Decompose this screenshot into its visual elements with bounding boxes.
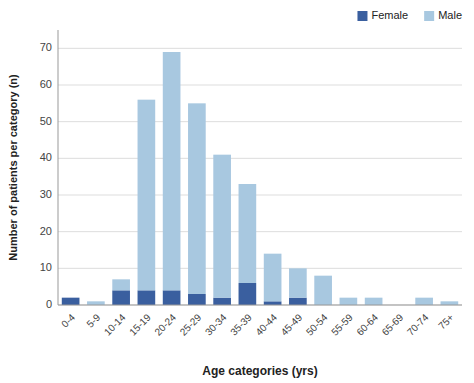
x-tick-label: 45-49	[279, 311, 305, 337]
bar-segment	[289, 268, 307, 297]
bar-segment	[163, 290, 181, 305]
y-tick-label: 10	[40, 261, 52, 273]
grid-line	[58, 158, 462, 159]
bar-segment	[441, 301, 459, 305]
chart-svg: 0 10 20 30 40 50 60 70 0-4 5-910-1415-1920-2425-2…	[0, 0, 474, 383]
grid-line	[58, 85, 462, 86]
x-tick-label: 0-4	[59, 311, 77, 329]
bar-segment	[239, 184, 257, 283]
bar-segment	[62, 297, 80, 298]
x-tick-label: 55-59	[329, 311, 355, 337]
bar-segment	[239, 283, 257, 305]
bar-segment	[138, 290, 156, 305]
grid	[58, 48, 462, 305]
legend: Female Male	[357, 9, 462, 21]
x-tick-label: 50-54	[304, 311, 330, 337]
x-axis-line	[58, 305, 462, 306]
bar-segment	[314, 276, 332, 305]
legend-swatch	[424, 11, 434, 21]
y-tick-label: 40	[40, 151, 52, 163]
grid-line	[58, 305, 462, 306]
bar-segment	[188, 103, 206, 294]
bar-segment	[188, 294, 206, 305]
x-tick-label: 25-29	[178, 311, 204, 337]
y-tick-label: 50	[40, 115, 52, 127]
legend-label: Male	[438, 9, 462, 21]
x-axis: 0-4 5-910-1415-1920-2425-2930-3435-3940-4…	[59, 311, 456, 337]
x-tick-label: 5-9	[84, 311, 102, 329]
legend-swatch	[357, 11, 367, 21]
legend-label: Female	[371, 9, 408, 21]
grid-line	[58, 48, 462, 49]
x-tick-label: 40-44	[253, 311, 279, 337]
x-tick-label: 20-24	[152, 311, 178, 337]
bars	[62, 52, 458, 305]
y-tick-label: 30	[40, 188, 52, 200]
bar-segment	[163, 52, 181, 290]
grid-line	[58, 268, 462, 269]
y-axis-title: Number of patients per category (n)	[7, 74, 19, 261]
x-tick-label: 65-69	[380, 311, 406, 337]
bar-segment	[87, 301, 105, 305]
y-tick-label: 60	[40, 78, 52, 90]
y-tick-label: 20	[40, 225, 52, 237]
bar-segment	[264, 254, 282, 302]
grid-line	[58, 231, 462, 232]
bar-segment	[365, 298, 383, 305]
bar-segment	[213, 155, 231, 298]
bar-segment	[62, 298, 80, 305]
x-tick-label: 15-19	[127, 311, 153, 337]
bar-segment	[112, 290, 130, 305]
chart-container: 0 10 20 30 40 50 60 70 0-4 5-910-1415-1920-2425-2…	[0, 0, 474, 383]
y-tick-label: 70	[40, 41, 52, 53]
x-tick-label: 10-14	[102, 311, 128, 337]
x-tick-label: 70-74	[405, 311, 431, 337]
grid-line	[58, 121, 462, 122]
grid-line	[58, 195, 462, 196]
bar-segment	[213, 298, 231, 305]
x-tick-label: 35-39	[228, 311, 254, 337]
x-tick-label: 30-34	[203, 311, 229, 337]
y-axis-line	[58, 30, 59, 305]
legend-item: Male	[424, 9, 462, 21]
bar-segment	[112, 279, 130, 290]
bar-segment	[264, 301, 282, 305]
x-tick-label: 60-64	[354, 311, 380, 337]
bar-segment	[289, 298, 307, 305]
x-axis-title: Age categories (yrs)	[202, 364, 317, 378]
y-tick-label: 0	[46, 298, 52, 310]
y-axis: 0 10 20 30 40 50 60 70	[40, 41, 52, 310]
bar-segment	[415, 298, 433, 305]
bar-segment	[138, 100, 156, 291]
bar-segment	[340, 298, 358, 305]
legend-item: Female	[357, 9, 408, 21]
x-tick-label: 75+	[436, 312, 456, 332]
